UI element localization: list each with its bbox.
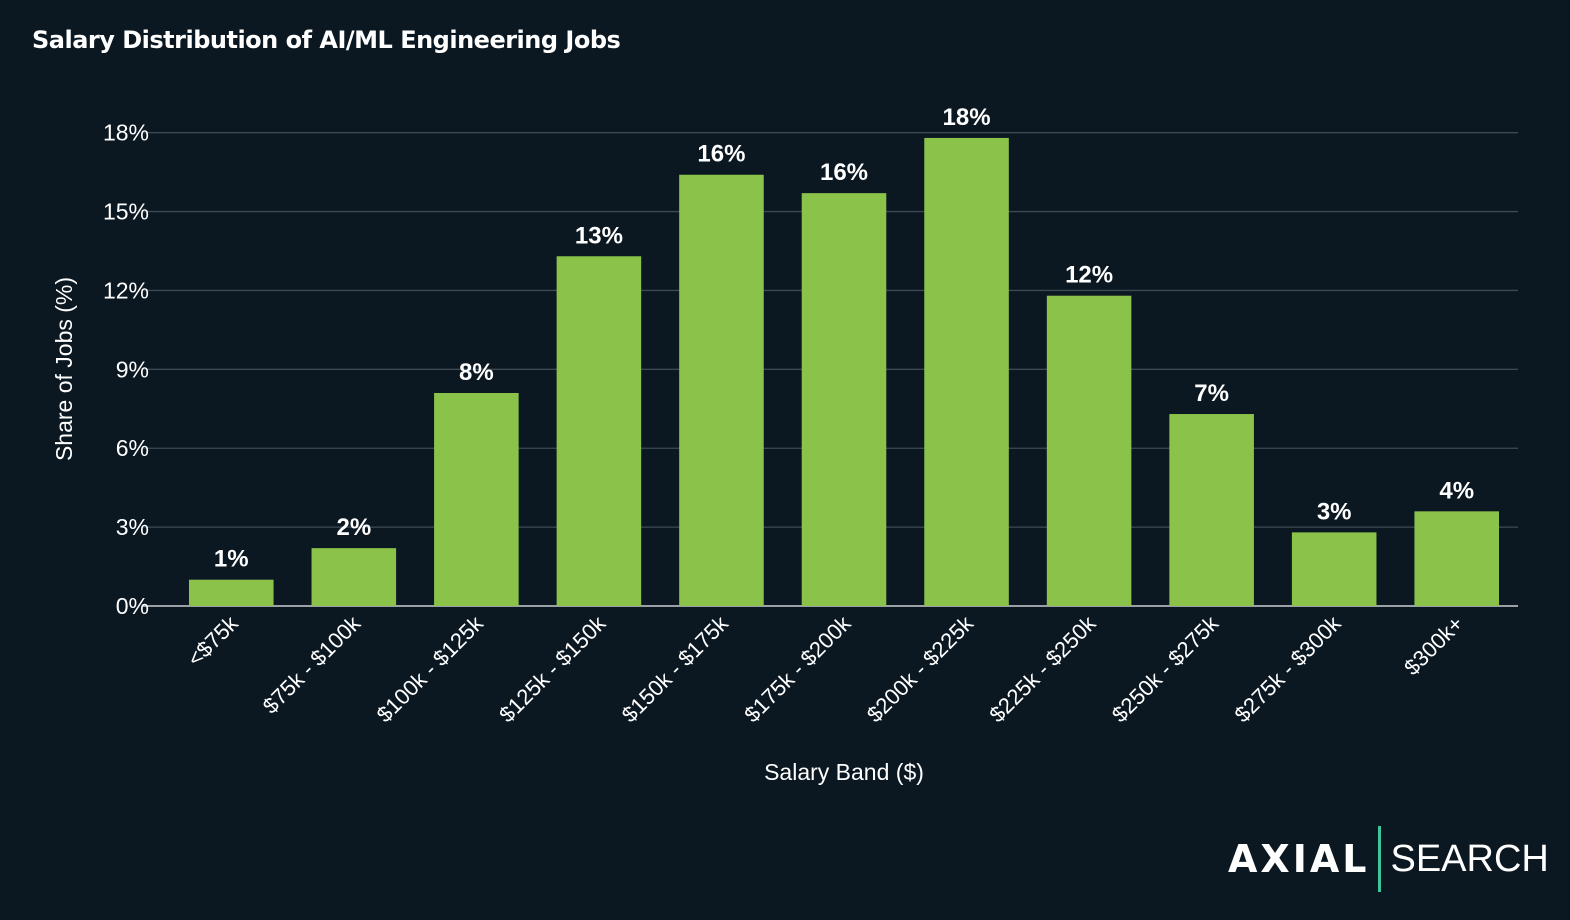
- data-label: 2%: [336, 514, 371, 541]
- x-axis-label: Salary Band ($): [764, 759, 924, 785]
- y-axis-ticks: 0% 3% 6% 9% 12% 15% 18%: [103, 120, 149, 619]
- bar: [1046, 295, 1132, 606]
- y-axis-label: Share of Jobs (%): [51, 277, 77, 461]
- bar: [679, 174, 764, 607]
- x-tick-label: $225k - $250k: [984, 610, 1101, 727]
- data-label: 3%: [1317, 498, 1352, 525]
- bar: [1169, 414, 1254, 606]
- x-axis-ticks: <$75k $75k - $100k $100k - $125k $125k - $1…: [182, 610, 1468, 727]
- y-tick-label: 15%: [103, 199, 149, 225]
- data-label: 4%: [1439, 477, 1474, 504]
- x-tick-label: $300k+: [1399, 611, 1468, 680]
- chart-title: Salary Distribution of AI/ML Engineering…: [32, 26, 621, 54]
- logo-brand: AXIAL: [1228, 837, 1370, 881]
- x-tick-label: $250k - $275k: [1107, 610, 1224, 727]
- data-label: 16%: [697, 141, 745, 168]
- x-tick-label: $200k - $225k: [862, 610, 979, 727]
- bar: [801, 193, 887, 607]
- data-label: 8%: [459, 359, 494, 386]
- logo-product: SEARCH: [1390, 837, 1549, 880]
- data-label: 18%: [943, 104, 991, 131]
- y-tick-label: 3%: [116, 514, 149, 540]
- x-tick-label: $175k - $200k: [739, 610, 856, 727]
- x-tick-label: $150k - $175k: [617, 610, 734, 727]
- bar: [188, 579, 274, 606]
- x-tick-label: $125k - $150k: [494, 610, 611, 727]
- y-tick-label: 6%: [116, 435, 149, 461]
- data-label: 16%: [820, 159, 868, 186]
- data-label: 7%: [1194, 380, 1229, 407]
- data-label: 13%: [575, 222, 623, 249]
- bar: [311, 548, 397, 606]
- x-tick-label: $75k - $100k: [258, 610, 366, 718]
- axial-search-logo: AXIAL SEARCH: [1228, 826, 1549, 892]
- data-labels: 1% 2% 8% 13% 16% 16% 18% 12% 7% 3% 4%: [214, 104, 1474, 573]
- y-tick-label: 12%: [103, 277, 149, 303]
- bar: [434, 393, 519, 606]
- x-tick-label: $100k - $125k: [372, 610, 489, 727]
- logo-divider: [1378, 826, 1382, 892]
- bar: [556, 256, 642, 606]
- bar: [1291, 532, 1377, 606]
- x-tick-label: <$75k: [182, 610, 243, 671]
- data-label: 1%: [214, 546, 249, 573]
- bar: [1414, 511, 1500, 606]
- bar: [924, 137, 1009, 607]
- y-tick-label: 18%: [103, 120, 149, 146]
- bars: [188, 137, 1500, 607]
- data-label: 12%: [1065, 262, 1113, 289]
- y-tick-label: 0%: [116, 593, 149, 619]
- y-tick-label: 9%: [116, 356, 149, 382]
- x-tick-label: $275k - $300k: [1229, 610, 1346, 727]
